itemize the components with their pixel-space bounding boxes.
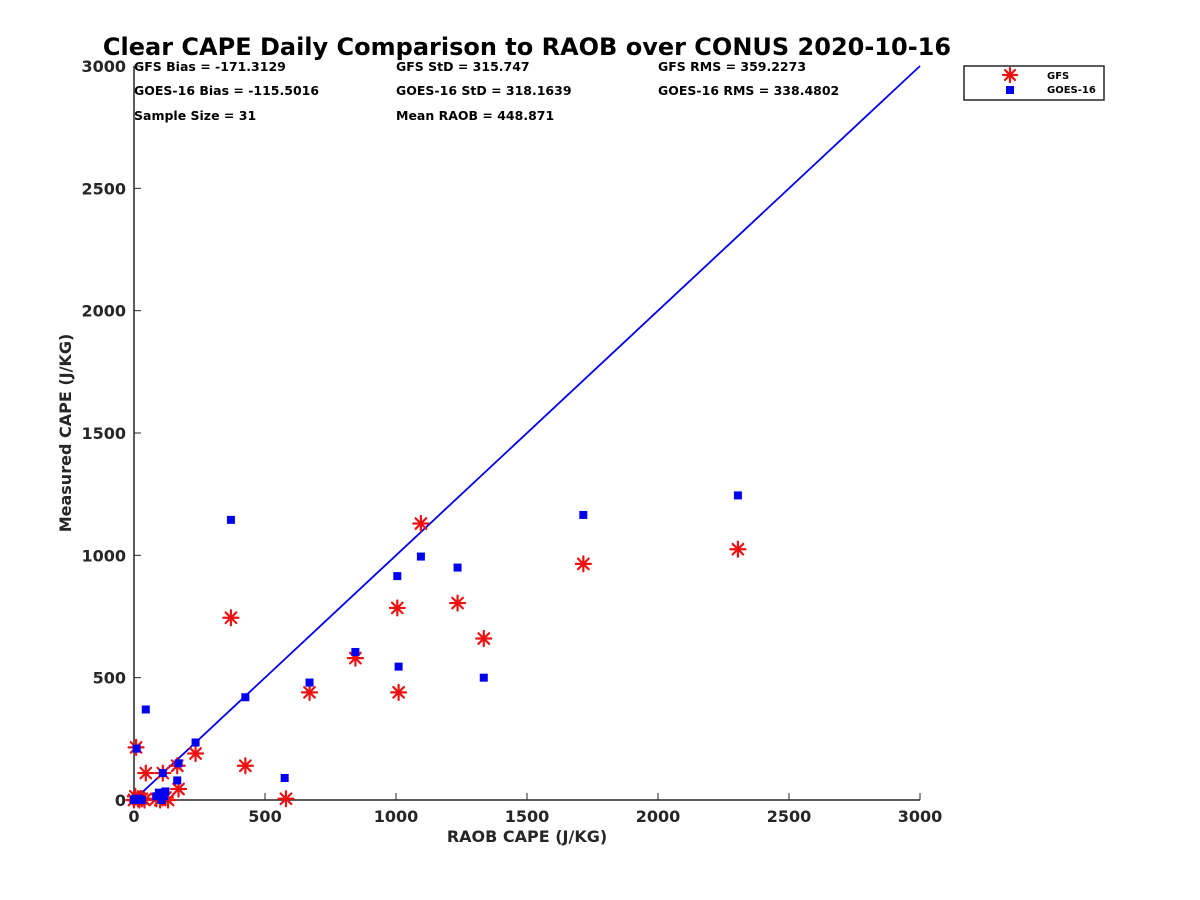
legend-gfs-asterisk bbox=[1001, 66, 1019, 84]
goes16-point bbox=[154, 788, 163, 797]
goes16-point bbox=[351, 647, 360, 656]
goes16-point bbox=[393, 572, 402, 581]
legend-box bbox=[963, 65, 1105, 101]
y-tick-label: 1000 bbox=[81, 546, 126, 565]
stat-goes-bias: GOES-16 Bias = -115.5016 bbox=[134, 83, 319, 98]
goes16-point bbox=[579, 510, 588, 519]
one-to-one-line bbox=[133, 65, 921, 801]
gfs-point bbox=[222, 609, 240, 627]
stat-mean-raob: Mean RAOB = 448.871 bbox=[396, 108, 554, 123]
stats-block: GFS Bias = -171.3129 GFS StD = 315.747 G… bbox=[134, 59, 839, 123]
reference-line-group bbox=[133, 65, 921, 801]
y-tick-label: 1500 bbox=[81, 424, 126, 443]
x-tick-label: 1000 bbox=[374, 807, 419, 826]
y-axis-label: Measured CAPE (J/KG) bbox=[56, 334, 75, 533]
asterisk-stroke bbox=[1003, 68, 1017, 82]
asterisk-stroke bbox=[279, 792, 293, 806]
goes16-point bbox=[173, 776, 182, 785]
gfs-point bbox=[300, 683, 319, 701]
gfs-point bbox=[277, 790, 295, 808]
x-tick-label: 0 bbox=[128, 807, 139, 826]
asterisk-stroke bbox=[392, 685, 406, 699]
x-tick-label: 500 bbox=[248, 807, 281, 826]
goes16-point bbox=[226, 515, 235, 524]
asterisk-stroke bbox=[224, 611, 238, 625]
goes16-point bbox=[241, 693, 250, 702]
goes16-point bbox=[416, 552, 425, 561]
legend-goes-square bbox=[1006, 86, 1014, 94]
gfs-point bbox=[729, 540, 747, 558]
goes16-point bbox=[160, 792, 169, 801]
y-tick-label: 0 bbox=[115, 791, 126, 810]
gfs-point bbox=[236, 757, 254, 775]
asterisk-stroke bbox=[238, 759, 252, 773]
legend-gfs-marker bbox=[1001, 66, 1019, 84]
y-tick-label: 2500 bbox=[81, 179, 126, 198]
legend-goes-marker bbox=[1006, 86, 1014, 94]
goes16-point bbox=[174, 759, 183, 768]
asterisk-stroke bbox=[303, 685, 316, 699]
legend: GFS GOES-16 bbox=[963, 65, 1105, 101]
stat-goes-std: GOES-16 StD = 318.1639 bbox=[396, 83, 572, 98]
goes16-point bbox=[305, 678, 314, 687]
chart-title: Clear CAPE Daily Comparison to RAOB over… bbox=[103, 33, 951, 61]
x-tick-label: 2500 bbox=[767, 807, 812, 826]
gfs-point bbox=[448, 594, 467, 612]
y-tick-label: 3000 bbox=[81, 57, 126, 76]
gfs-point bbox=[412, 514, 430, 533]
data-marks bbox=[125, 491, 747, 809]
asterisk-stroke bbox=[477, 632, 491, 645]
goes16-point bbox=[733, 491, 742, 500]
stat-sample-size: Sample Size = 31 bbox=[134, 108, 256, 123]
goes16-point bbox=[479, 673, 488, 682]
stat-gfs-bias: GFS Bias = -171.3129 bbox=[134, 59, 286, 74]
goes16-point bbox=[394, 662, 403, 671]
stat-goes-rms: GOES-16 RMS = 338.4802 bbox=[658, 83, 839, 98]
gfs-point bbox=[475, 629, 493, 648]
legend-gfs-label: GFS bbox=[1047, 71, 1069, 82]
stat-gfs-std: GFS StD = 315.747 bbox=[396, 59, 530, 74]
gfs-point bbox=[388, 599, 406, 617]
stat-gfs-rms: GFS RMS = 359.2273 bbox=[658, 59, 806, 74]
gfs-point bbox=[574, 555, 592, 573]
asterisk-stroke bbox=[731, 542, 745, 556]
goes16-point bbox=[132, 744, 141, 753]
asterisk-stroke bbox=[189, 747, 202, 760]
y-tick-label: 500 bbox=[93, 669, 126, 688]
x-axis-label: RAOB CAPE (J/KG) bbox=[447, 827, 607, 846]
goes16-point bbox=[141, 705, 150, 714]
goes16-point bbox=[158, 769, 167, 778]
asterisk-stroke bbox=[172, 782, 185, 796]
asterisk-stroke bbox=[414, 517, 428, 530]
goes16-point bbox=[453, 563, 462, 572]
gfs-point bbox=[186, 744, 205, 763]
gfs-point bbox=[137, 764, 155, 782]
x-tick-label: 1500 bbox=[505, 807, 550, 826]
gfs-point bbox=[390, 683, 408, 701]
x-tick-label: 3000 bbox=[898, 807, 943, 826]
asterisk-stroke bbox=[576, 557, 590, 571]
goes16-point bbox=[280, 773, 289, 782]
asterisk-stroke bbox=[390, 601, 404, 615]
asterisk-stroke bbox=[139, 766, 153, 780]
series-goes16 bbox=[130, 491, 742, 804]
goes16-point bbox=[161, 787, 170, 796]
asterisk-stroke bbox=[451, 596, 464, 610]
goes16-point bbox=[137, 796, 146, 804]
axes: 0 500 1000 1500 2000 2500 3000 0 500 1000 1500 2000… bbox=[81, 57, 942, 826]
goes16-point bbox=[191, 738, 200, 747]
legend-goes-label: GOES-16 bbox=[1047, 85, 1096, 96]
y-tick-label: 2000 bbox=[81, 302, 126, 321]
x-tick-label: 2000 bbox=[636, 807, 681, 826]
